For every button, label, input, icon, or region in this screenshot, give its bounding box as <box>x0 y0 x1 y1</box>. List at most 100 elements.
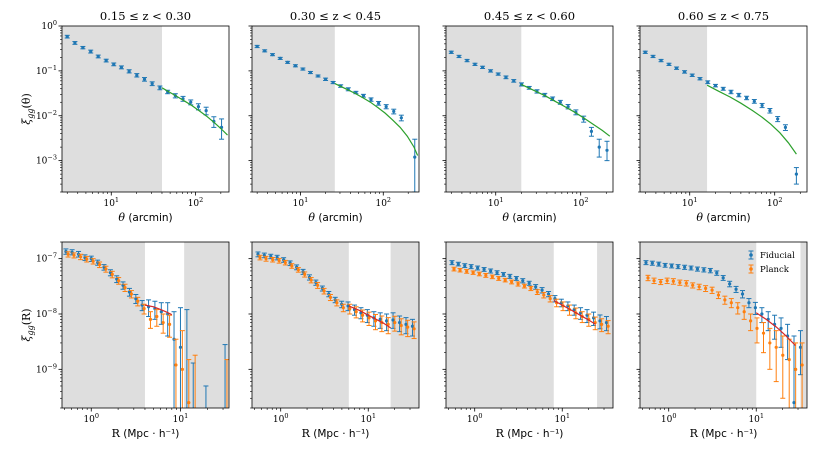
data-marker <box>391 318 395 322</box>
data-marker <box>768 109 772 113</box>
planck-point <box>709 286 715 294</box>
plot-area <box>63 248 229 426</box>
data-marker <box>158 86 162 90</box>
x-tick-label: 100 <box>661 412 677 425</box>
planck-point <box>84 256 90 263</box>
data-marker <box>213 423 216 426</box>
data-marker <box>277 259 281 263</box>
model-curve <box>348 305 391 329</box>
data-marker <box>309 278 313 282</box>
model-curve <box>334 83 419 156</box>
data-marker <box>774 345 778 349</box>
planck-point <box>502 277 508 283</box>
fiducial-point <box>495 72 501 76</box>
x-tick-label: 101 <box>748 412 764 425</box>
data-marker <box>392 109 396 114</box>
data-marker <box>535 290 539 294</box>
data-marker <box>489 269 493 273</box>
data-marker <box>174 363 178 367</box>
planck-point <box>780 335 786 399</box>
data-marker <box>194 423 197 426</box>
data-marker <box>522 284 527 288</box>
data-marker <box>271 258 275 262</box>
data-marker <box>449 50 453 54</box>
fiducial-point <box>494 270 500 276</box>
fiducial-point <box>184 309 190 408</box>
data-marker <box>691 283 695 287</box>
data-marker <box>650 261 654 265</box>
fiducial-point <box>656 261 662 267</box>
data-marker <box>496 72 500 76</box>
plot-area <box>448 50 611 162</box>
data-marker <box>263 49 267 53</box>
data-marker <box>540 288 544 292</box>
fiducial-point <box>705 80 711 85</box>
data-marker <box>378 317 382 321</box>
data-marker <box>465 269 469 273</box>
x-tick-label: 101 <box>554 412 570 425</box>
data-marker <box>744 96 749 100</box>
data-marker <box>79 255 83 259</box>
data-marker <box>301 67 305 71</box>
data-marker <box>480 65 485 69</box>
axes-frame <box>639 25 808 193</box>
data-marker <box>651 54 655 59</box>
x-tick-label: 101 <box>173 412 189 425</box>
data-marker <box>198 423 201 426</box>
fiducial-point <box>188 99 194 106</box>
planck-point <box>199 423 204 426</box>
data-marker <box>787 357 791 362</box>
data-marker <box>155 314 159 319</box>
y-tick-label: 10−1 <box>36 64 57 77</box>
planck-point <box>340 303 346 313</box>
fiducial-point <box>778 317 784 348</box>
fiducial-point <box>95 54 101 59</box>
x-axis-label: R (Mpc · h⁻¹) <box>302 427 370 440</box>
panel-title: 0.60 ≤ z < 0.75 <box>678 9 769 23</box>
data-marker <box>112 62 116 66</box>
fiducial-point <box>111 62 117 67</box>
data-marker <box>119 65 124 69</box>
fiducial-point <box>222 344 228 408</box>
data-marker <box>800 363 804 367</box>
x-axis-label: R (Mpc · h⁻¹) <box>496 427 564 440</box>
fiducial-point <box>736 92 742 98</box>
data-marker <box>548 296 552 301</box>
data-marker <box>384 319 389 323</box>
fiducial-point <box>643 260 649 266</box>
data-marker <box>643 50 647 54</box>
planck-point <box>760 322 766 354</box>
data-marker <box>110 272 114 276</box>
fiducial-point <box>197 423 202 426</box>
data-marker <box>706 80 710 84</box>
data-marker <box>589 129 594 133</box>
data-marker <box>514 276 518 280</box>
data-marker <box>760 312 764 316</box>
y-tick-label: 10−7 <box>36 252 57 265</box>
panel-4: 101 102 0.60 ≤ z < 0.75 θ (arcmin) <box>636 9 808 224</box>
fiducial-point <box>720 86 726 91</box>
data-marker <box>178 345 183 349</box>
data-marker <box>410 324 415 328</box>
data-marker <box>369 97 373 102</box>
data-marker <box>258 255 262 260</box>
data-marker <box>572 308 576 312</box>
data-marker <box>264 257 268 261</box>
axes-frame <box>445 25 614 193</box>
axes-frame <box>251 241 420 409</box>
x-axis-label: θ (arcmin) <box>118 211 172 224</box>
data-marker <box>73 41 77 45</box>
data-marker <box>316 283 320 287</box>
fiducial-point <box>475 265 481 271</box>
data-marker <box>644 260 648 265</box>
fiducial-point <box>383 104 389 110</box>
data-marker <box>512 79 516 83</box>
fiducial-point <box>323 77 329 82</box>
data-marker <box>456 262 460 266</box>
fiducial-point <box>520 278 526 284</box>
planck-point <box>509 279 515 285</box>
data-marker <box>508 274 512 278</box>
planck-point <box>122 283 128 292</box>
x-tick-label: 101 <box>293 196 309 209</box>
planck-point <box>218 423 223 426</box>
